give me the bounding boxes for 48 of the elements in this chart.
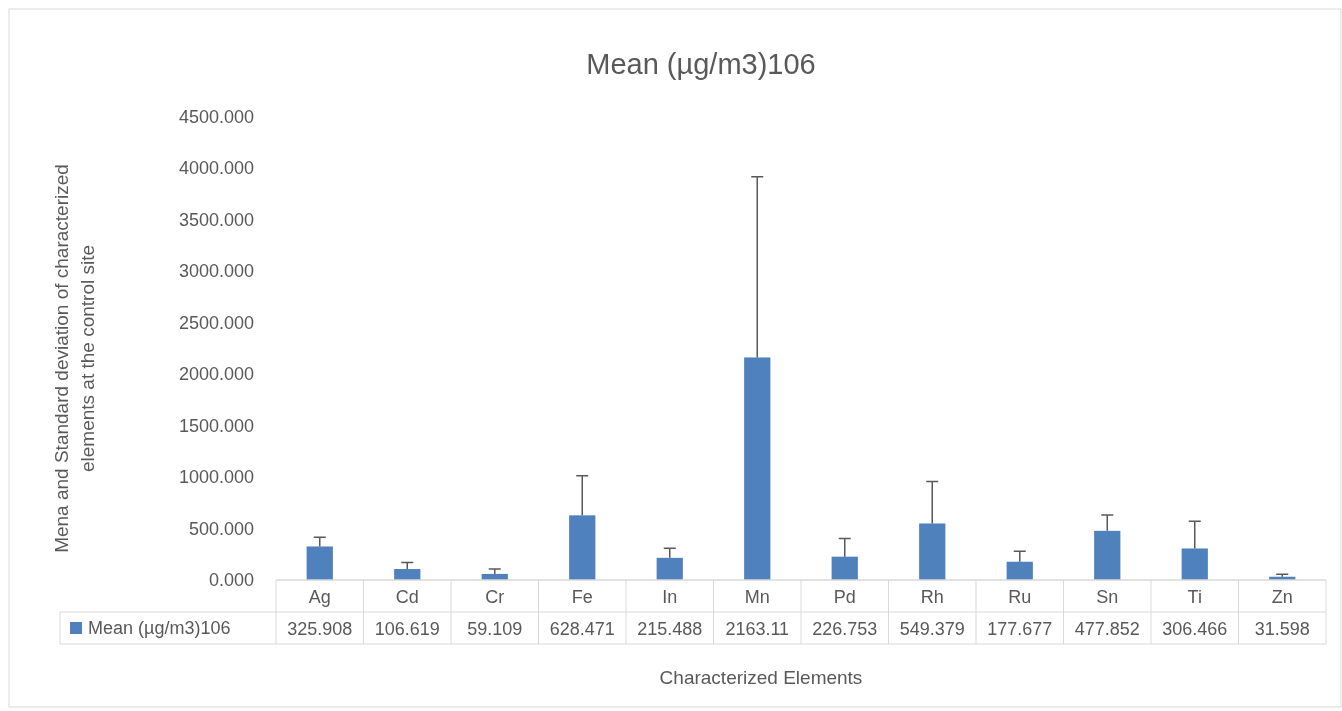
y-tick-label: 3000.000: [178, 261, 254, 282]
y-tick-label: 500.000: [188, 518, 254, 539]
y-tick-label: 2500.000: [178, 312, 254, 333]
x-tick-label: Cr: [485, 587, 505, 607]
x-tick-label: Ti: [1187, 587, 1202, 607]
data-label: 177.677: [987, 619, 1053, 639]
chart-title: Mean (µg/m3)106: [586, 48, 816, 80]
x-tick-label: In: [662, 587, 678, 607]
data-label: 31.598: [1254, 619, 1310, 639]
data-label: 306.466: [1162, 619, 1228, 639]
y-tick-label: 1000.000: [178, 467, 254, 488]
data-label: 628.471: [549, 619, 615, 639]
y-tick-label: 0.000: [208, 570, 254, 590]
y-tick-label: 1500.000: [178, 415, 254, 436]
x-tick-label: Fe: [571, 587, 593, 607]
bar: [569, 515, 596, 580]
bar: [744, 357, 771, 580]
bar: [1006, 561, 1033, 580]
x-tick-label: Zn: [1271, 587, 1293, 607]
y-axis-title: Mena and Standard deviation of characterized elements at the control site: [51, 164, 98, 553]
x-tick-label: Pd: [833, 587, 856, 607]
x-axis-title: Characterized Elements: [659, 667, 863, 688]
data-label: 549.379: [899, 619, 965, 639]
data-label: 2163.11: [725, 619, 790, 639]
data-label: 325.908: [287, 619, 353, 639]
x-tick-label: Cd: [395, 587, 419, 607]
bar: [656, 557, 683, 580]
bar: [919, 523, 946, 580]
bar: [1181, 548, 1208, 580]
x-tick-label: Ag: [308, 587, 331, 607]
x-tick-label: Sn: [1096, 587, 1119, 607]
data-label: 106.619: [374, 619, 440, 639]
data-label: 59.109: [467, 619, 523, 639]
data-label: 215.488: [637, 619, 703, 639]
bar: [1094, 530, 1121, 580]
x-tick-label: Ru: [1008, 587, 1032, 607]
x-tick-label: Rh: [920, 587, 944, 607]
x-tick-label: Mn: [744, 587, 770, 607]
data-label: 226.753: [812, 619, 878, 639]
bar: [306, 546, 333, 580]
bar: [394, 569, 421, 580]
y-tick-label: 3500.000: [178, 209, 254, 230]
y-tick-label: 2000.000: [178, 364, 254, 385]
legend-label: Mean (µg/m3)106: [88, 618, 231, 638]
y-tick-label: 4000.000: [178, 158, 254, 179]
bar: [831, 556, 858, 580]
y-tick-label: 4500.000: [178, 107, 254, 127]
data-label: 477.852: [1074, 619, 1140, 639]
